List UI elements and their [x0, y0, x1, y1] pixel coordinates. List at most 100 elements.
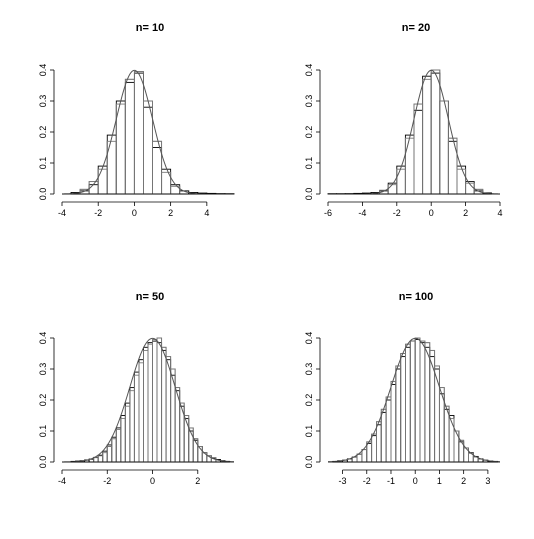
hist-bar — [89, 185, 98, 194]
x-tick-label: -4 — [58, 476, 66, 486]
y-tick-label: 0.4 — [304, 332, 314, 345]
hist-bar — [401, 357, 406, 462]
hist-bar — [166, 360, 171, 462]
hist-bar — [139, 360, 144, 462]
hist-bar — [410, 341, 415, 462]
y-tick-label: 0.1 — [38, 425, 48, 438]
x-tick-label: 0 — [429, 208, 434, 218]
y-tick-label: 0.2 — [38, 126, 48, 139]
x-tick-label: 2 — [195, 476, 200, 486]
y-tick-label: 0.3 — [38, 363, 48, 376]
y-tick-label: 0.3 — [38, 95, 48, 108]
hist-bar — [116, 428, 121, 462]
hist-bar — [415, 340, 420, 462]
hist-bar — [162, 350, 167, 462]
hist-bar — [372, 436, 377, 462]
hist-bar — [134, 73, 143, 194]
hist-bar — [357, 454, 362, 462]
hist-bar — [381, 412, 386, 462]
hist-bar — [171, 375, 176, 462]
x-tick-label: 0 — [132, 208, 137, 218]
hist-bar — [430, 357, 435, 462]
hist-bar — [405, 135, 414, 194]
x-tick-label: 0 — [413, 476, 418, 486]
hist-bar — [148, 343, 153, 462]
hist-bar — [175, 391, 180, 462]
y-tick-label: 0.1 — [304, 157, 314, 170]
hist-bar — [420, 343, 425, 462]
y-tick-label: 0.3 — [304, 363, 314, 376]
x-tick-label: 1 — [437, 476, 442, 486]
x-tick-label: 0 — [150, 476, 155, 486]
panel-title: n= 20 — [402, 22, 430, 34]
hist-bar — [130, 388, 135, 462]
x-tick-label: 2 — [463, 208, 468, 218]
x-tick-label: -3 — [339, 476, 347, 486]
x-tick-label: -1 — [387, 476, 395, 486]
x-tick-label: -2 — [393, 208, 401, 218]
y-tick-label: 0.4 — [304, 64, 314, 77]
x-tick-label: 3 — [485, 476, 490, 486]
x-tick-label: -2 — [363, 476, 371, 486]
x-tick-label: -4 — [58, 208, 66, 218]
hist-bar — [125, 82, 134, 194]
y-tick-label: 0.2 — [304, 394, 314, 407]
y-tick-label: 0.0 — [38, 188, 48, 201]
hist-bar — [414, 110, 423, 194]
hist-bar — [367, 443, 372, 462]
hist-bar — [134, 372, 139, 462]
y-tick-label: 0.1 — [38, 157, 48, 170]
y-tick-label: 0.0 — [38, 456, 48, 469]
hist-bar — [386, 400, 391, 462]
y-tick-label: 0.4 — [38, 332, 48, 345]
hist-bar — [391, 385, 396, 463]
x-tick-label: 4 — [204, 208, 209, 218]
x-tick-label: 4 — [497, 208, 502, 218]
x-tick-label: 2 — [461, 476, 466, 486]
hist-bar — [107, 445, 112, 462]
hist-bar — [396, 369, 401, 462]
hist-bar — [397, 166, 406, 194]
hist-bar — [153, 341, 158, 462]
hist-bar — [439, 394, 444, 462]
hist-bar — [107, 135, 116, 194]
hist-bar — [362, 450, 367, 462]
panel-n-10: n= 10 -4 -2 0 2 4 0.0 0.1 0.2 0.3 0.4 — [38, 22, 234, 218]
y-tick-label: 0.0 — [304, 188, 314, 201]
hist-bar — [376, 425, 381, 462]
hist-bar — [157, 343, 162, 462]
hist-bar — [435, 369, 440, 462]
hist-bar — [143, 107, 152, 194]
x-tick-label: -6 — [324, 208, 332, 218]
panel-title: n= 100 — [399, 291, 434, 303]
panel-n-100: n= 100 -3 -2 -1 0 1 2 3 0.0 0.1 0.2 0.3 0.4 — [304, 291, 500, 486]
y-tick-label: 0.3 — [304, 95, 314, 108]
hist-bar — [431, 73, 440, 194]
y-tick-label: 0.1 — [304, 425, 314, 438]
y-tick-label: 0.2 — [304, 126, 314, 139]
hist-bar — [121, 416, 126, 463]
y-tick-label: 0.2 — [38, 394, 48, 407]
y-tick-label: 0.4 — [38, 64, 48, 77]
hist-bar — [457, 166, 466, 194]
hist-bar — [406, 347, 411, 462]
hist-bar — [98, 166, 107, 194]
x-tick-label: 2 — [168, 208, 173, 218]
hist-bar — [143, 347, 148, 462]
y-tick-label: 0.0 — [304, 456, 314, 469]
hist-bar — [153, 148, 162, 195]
hist-bar — [423, 76, 432, 194]
panel-n-20: n= 20 -6 -4 -2 0 2 4 0.0 0.1 0.2 0.3 0.4 — [304, 22, 503, 218]
x-tick-label: -4 — [358, 208, 366, 218]
hist-bar — [162, 169, 171, 194]
panel-title: n= 10 — [136, 22, 164, 34]
hist-bar — [112, 437, 117, 462]
hist-bar — [444, 409, 449, 462]
x-tick-label: -2 — [94, 208, 102, 218]
hist-bar — [425, 347, 430, 462]
hist-bar — [125, 403, 130, 462]
panel-title: n= 50 — [136, 291, 164, 303]
